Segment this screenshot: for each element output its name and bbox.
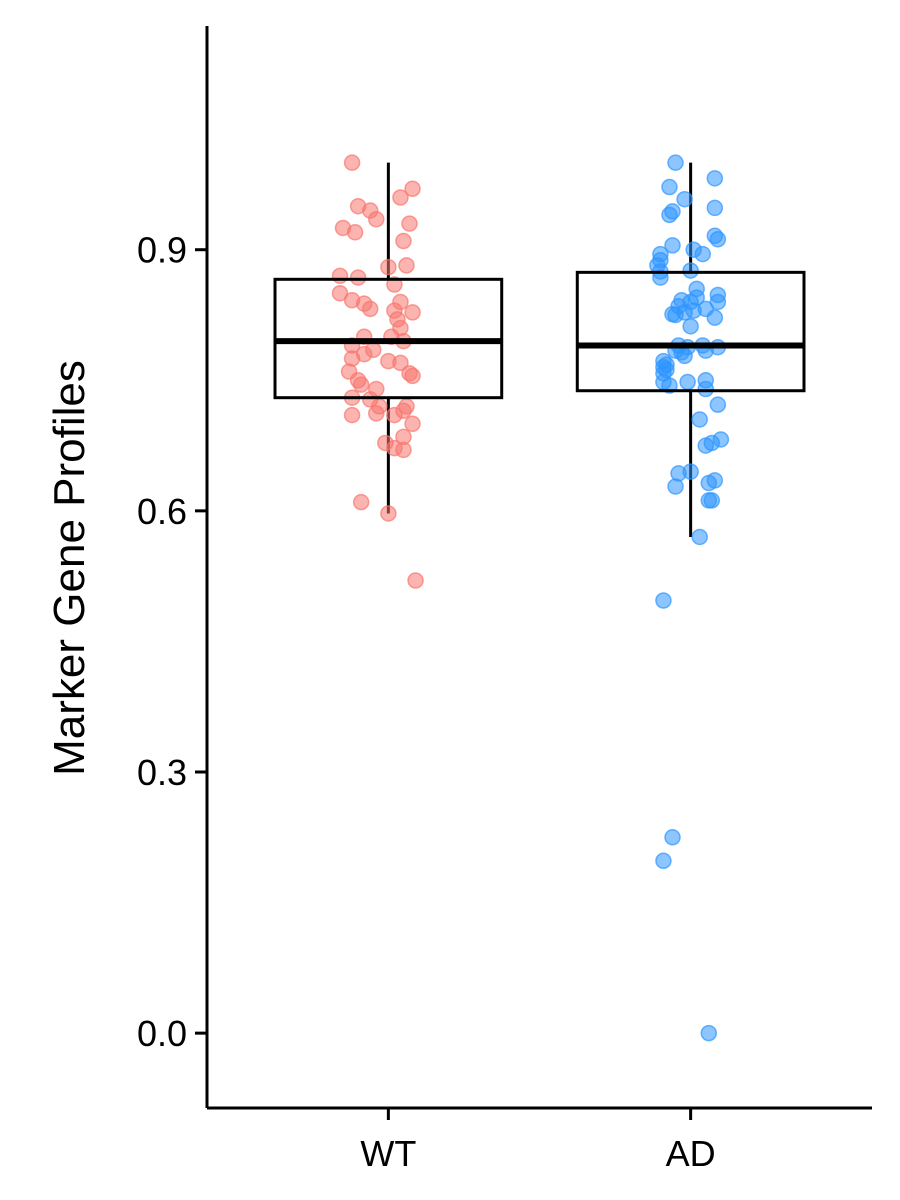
data-point xyxy=(661,206,678,224)
group-wt xyxy=(273,154,504,589)
data-point xyxy=(709,293,727,311)
y-tick-label: 0.9 xyxy=(137,230,187,271)
x-ticks: WT AD xyxy=(360,1108,716,1174)
data-point xyxy=(404,415,421,433)
data-point xyxy=(404,180,421,198)
data-point xyxy=(404,367,421,385)
data-point xyxy=(331,267,349,285)
jitter-points xyxy=(649,154,730,1042)
data-point xyxy=(404,304,421,321)
data-point xyxy=(395,232,412,250)
data-point xyxy=(380,258,397,276)
y-tick-label: 0.0 xyxy=(137,1013,187,1054)
box-iqr xyxy=(575,270,806,393)
data-point xyxy=(655,852,672,870)
data-point xyxy=(691,528,708,546)
data-point xyxy=(380,352,397,370)
data-point xyxy=(667,306,684,324)
data-point xyxy=(664,829,681,846)
y-tick-label: 0.3 xyxy=(137,752,187,793)
jitter-points xyxy=(331,154,424,589)
data-point xyxy=(682,318,699,335)
data-point xyxy=(694,245,711,263)
data-point xyxy=(368,210,385,228)
data-point xyxy=(398,257,415,274)
data-point xyxy=(352,493,370,511)
data-point xyxy=(664,237,681,254)
data-point xyxy=(407,572,424,589)
data-point xyxy=(703,492,721,509)
data-point xyxy=(700,1024,718,1042)
x-tick-label: WT xyxy=(360,1133,416,1174)
data-point xyxy=(349,269,367,286)
data-point xyxy=(676,347,693,365)
group-ad xyxy=(575,154,806,1042)
data-point xyxy=(386,406,403,424)
axes: 0.0 0.3 0.6 0.9 WT AD xyxy=(137,26,872,1174)
data-point xyxy=(395,441,412,459)
y-ticks: 0.0 0.3 0.6 0.9 xyxy=(137,230,207,1054)
data-point xyxy=(368,405,385,422)
y-tick-label: 0.6 xyxy=(137,491,187,532)
plot-groups xyxy=(273,154,806,1042)
data-point xyxy=(346,224,364,241)
data-point xyxy=(661,178,678,196)
y-axis-title: Marker Gene Profiles xyxy=(45,360,94,776)
data-point xyxy=(667,478,684,495)
data-point xyxy=(343,154,361,171)
data-point xyxy=(331,284,349,302)
data-point xyxy=(352,376,370,393)
data-point xyxy=(667,154,684,171)
x-tick-label: AD xyxy=(666,1133,716,1174)
data-point xyxy=(679,373,696,391)
data-point xyxy=(676,190,693,208)
data-point xyxy=(401,215,418,232)
data-point xyxy=(706,170,724,187)
data-point xyxy=(691,411,708,428)
data-point xyxy=(361,300,379,318)
data-point xyxy=(343,406,361,424)
data-point xyxy=(697,380,714,398)
data-point xyxy=(706,199,724,217)
data-point xyxy=(655,592,672,609)
data-point xyxy=(709,231,727,248)
data-point xyxy=(682,262,699,279)
data-point xyxy=(380,505,397,522)
data-point xyxy=(697,437,714,454)
data-point xyxy=(709,396,727,413)
data-point xyxy=(392,189,409,206)
data-point xyxy=(700,474,718,492)
data-point xyxy=(706,309,724,326)
